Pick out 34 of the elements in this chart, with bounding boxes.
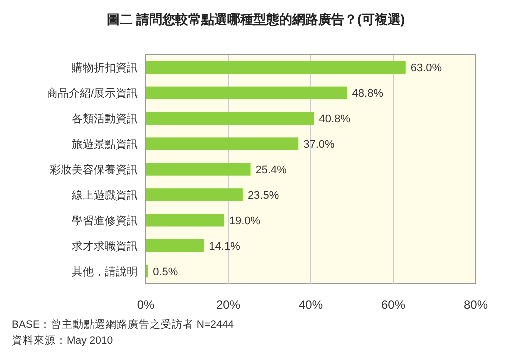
- data-label: 14.1%: [209, 240, 241, 253]
- data-label: 0.5%: [153, 266, 178, 278]
- x-tick-label: 20%: [216, 298, 241, 312]
- y-tick-label: 求才求職資訊: [72, 240, 138, 253]
- y-tick-label: 學習進修資訊: [72, 214, 138, 228]
- x-tick-label: 80%: [464, 298, 488, 312]
- y-tick-label: 購物折扣資訊: [72, 62, 138, 75]
- source-note: 資料來源：May 2010: [12, 334, 114, 347]
- y-tick-label: 線上遊戲資訊: [71, 188, 138, 202]
- chart-title: 圖二 請問您較常點選哪種型態的網路廣告？(可複選): [106, 12, 406, 27]
- data-label: 37.0%: [304, 139, 336, 152]
- bar: [146, 163, 251, 176]
- y-tick-label: 彩妝美容保養資訊: [50, 164, 138, 176]
- y-tick-label: 商品介紹/展示資訊: [46, 87, 138, 100]
- y-tick-label: 各類活動資訊: [72, 112, 138, 126]
- bar: [146, 61, 406, 74]
- data-label: 63.0%: [410, 62, 442, 75]
- bar: [146, 214, 224, 227]
- y-tick-label: 旅遊景點資訊: [72, 138, 138, 152]
- bar: [146, 138, 299, 150]
- x-tick-label: 0%: [137, 298, 155, 312]
- x-tick-label: 40%: [298, 298, 324, 312]
- data-label: 48.8%: [352, 88, 384, 100]
- text: BASE：曾主動點選網路廣告之受訪者 N=2444: [12, 318, 234, 331]
- data-label: 23.5%: [248, 190, 280, 202]
- bar: [146, 112, 314, 125]
- bar: [146, 188, 243, 202]
- data-label: 19.0%: [229, 215, 261, 228]
- bar: [146, 86, 348, 100]
- data-label: 40.8%: [319, 114, 351, 126]
- bar: [146, 239, 204, 252]
- x-tick-label: 60%: [381, 298, 406, 312]
- data-label: 25.4%: [256, 164, 288, 176]
- y-tick-label: 其他，請說明: [72, 265, 138, 278]
